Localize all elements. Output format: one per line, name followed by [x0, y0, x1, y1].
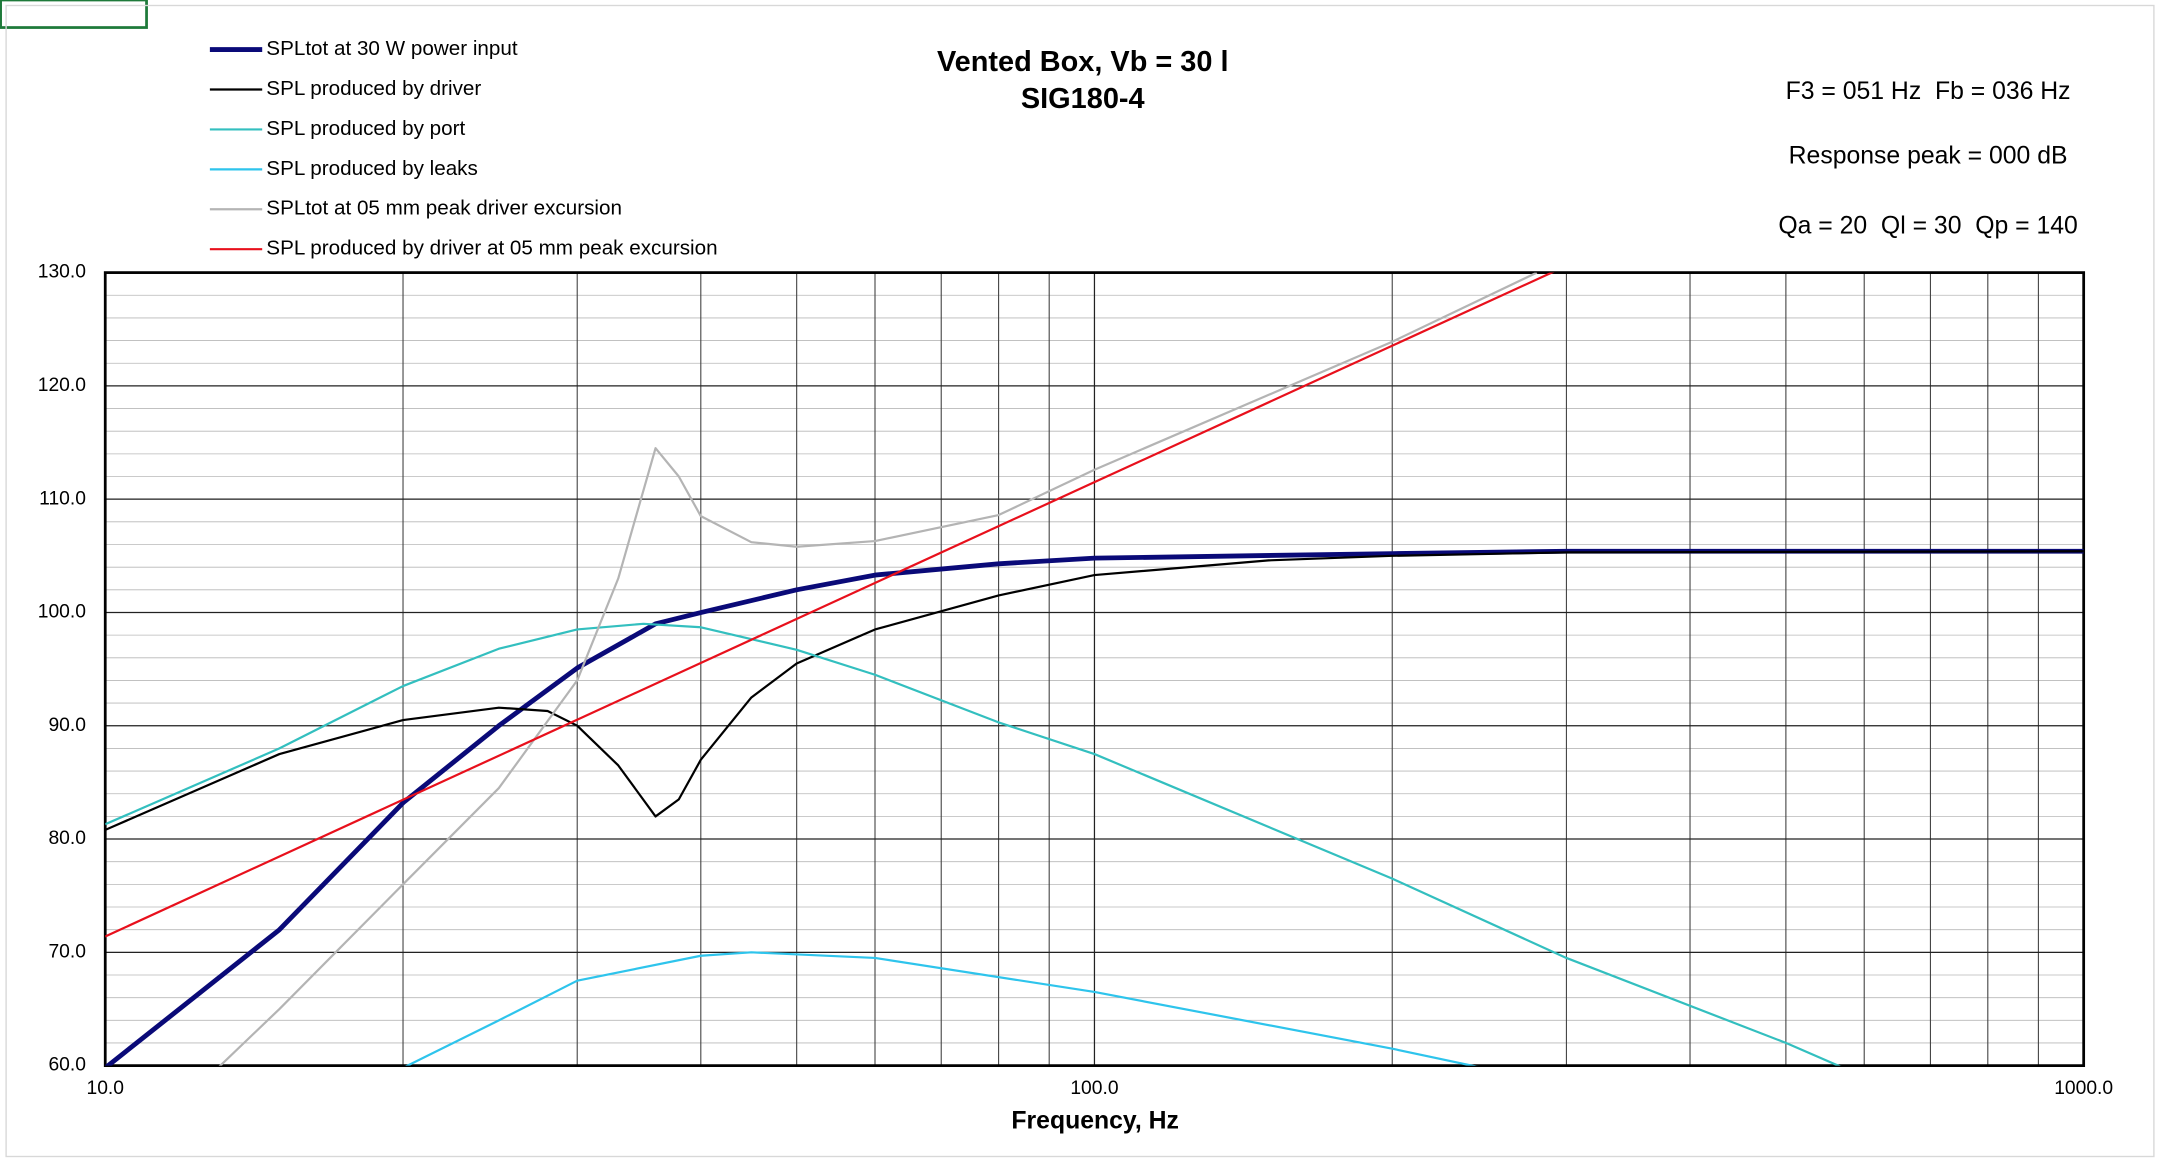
legend-label: SPLtot at 05 mm peak driver excursion [266, 197, 622, 220]
chart-subtitle: SIG180-4 [1021, 83, 1145, 115]
legend-label: SPL produced by driver at 05 mm peak exc… [266, 237, 717, 260]
y-tick-label: 120.0 [38, 375, 86, 396]
series-line [105, 622, 1841, 1066]
x-tick-label: 100.0 [1070, 1078, 1118, 1099]
y-tick-label: 80.0 [48, 828, 86, 849]
legend-label: SPL produced by leaks [266, 157, 478, 180]
series-line [105, 272, 1555, 938]
y-tick-label: 70.0 [48, 941, 86, 962]
plot-frame [103, 271, 2086, 1068]
x-axis-label: Frequency, Hz [1011, 1108, 1178, 1135]
series-line [405, 951, 1478, 1066]
annotation: Qa = 20 Ql = 30 Qp = 140 [1778, 213, 2077, 240]
annotation: Response peak = 000 dB [1789, 142, 2068, 169]
chart-border [5, 4, 2155, 1158]
x-tick-label: 10.0 [86, 1078, 123, 1099]
series-line [105, 548, 2084, 1066]
legend-label: SPL produced by port [266, 117, 465, 140]
y-tick-label: 90.0 [48, 715, 86, 736]
series-line [218, 272, 1538, 1066]
legend-label: SPLtot at 30 W power input [266, 37, 518, 60]
y-tick-label: 130.0 [38, 262, 86, 283]
y-tick-label: 60.0 [48, 1055, 86, 1076]
x-tick-label: 1000.0 [2054, 1078, 2113, 1099]
plot-lines [105, 272, 2084, 1066]
y-tick-label: 110.0 [39, 488, 86, 509]
series-line [105, 550, 2084, 831]
annotation: F3 = 051 Hz Fb = 036 Hz [1786, 78, 2071, 105]
chart-title: Vented Box, Vb = 30 l [937, 46, 1229, 78]
y-tick-label: 100.0 [38, 602, 86, 623]
legend-label: SPL produced by driver [266, 77, 481, 100]
selected-cell [0, 0, 148, 29]
